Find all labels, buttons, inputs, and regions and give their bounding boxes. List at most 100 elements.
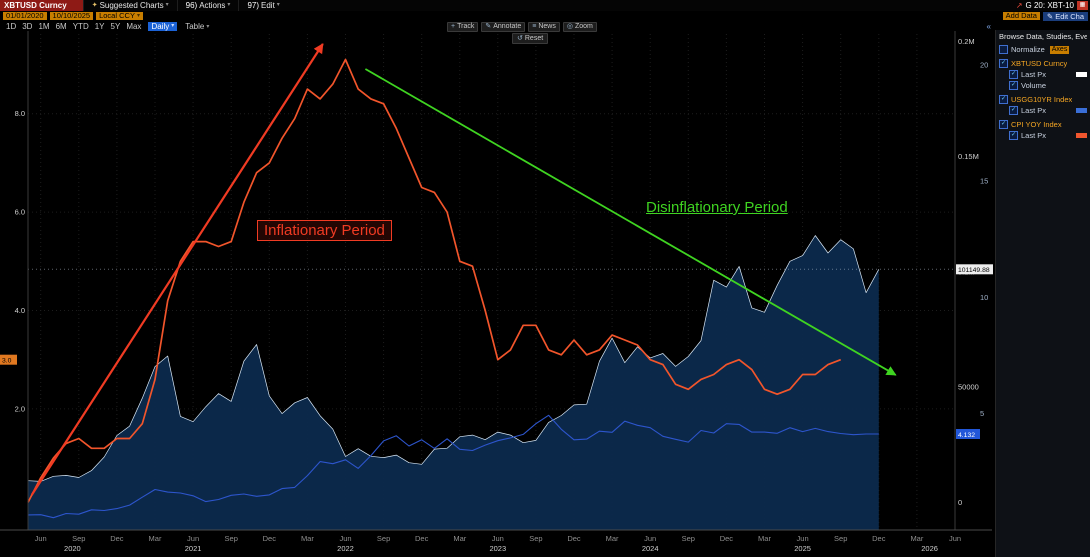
chevron-down-icon: ▾ [206,23,210,30]
normalize-checkbox[interactable] [999,45,1008,54]
x-axis-month-label: Jun [949,534,961,543]
cpi-axis-tick-label: 8.0 [15,109,25,118]
series-field-row: ✓ Volume [999,81,1087,90]
range-6m[interactable]: 6M [55,21,67,31]
x-axis-year-label: 2024 [642,544,659,553]
reset-button[interactable]: ↺ Reset [512,33,549,44]
color-swatch [1076,133,1087,138]
field-label: Volume [1021,81,1047,90]
x-axis-month-label: Jun [339,534,351,543]
news-button[interactable]: ≡ News [528,22,560,32]
cpi-line-series [27,58,842,503]
chevron-down-icon: ▾ [227,2,231,8]
series-checkbox[interactable]: ✓ [999,120,1008,129]
normalize-row: Normalize Axes [999,45,1087,54]
table-button-label: Table [185,21,205,31]
menu-suggested-charts[interactable]: ✦ Suggested Charts ▾ [82,0,177,11]
track-button-label: Track [457,23,475,30]
series-group: ✓ CPI YOY Index ✓ Last Px [999,120,1087,140]
annotate-button-label: Annotate [493,23,522,30]
x-axis-month-label: Jun [187,534,199,543]
x-axis-month-label: Sep [682,534,695,543]
news-icon: ≡ [532,23,537,30]
range-max[interactable]: Max [126,21,142,31]
field-label: Last Px [1021,106,1047,115]
track-icon: + [451,23,456,30]
range-1m[interactable]: 1M [38,21,50,31]
series-ticker-row: ✓ CPI YOY Index [999,120,1087,129]
chevron-down-icon: ▾ [165,2,169,8]
series-field-row: ✓ Last Px [999,131,1087,140]
period-select-label: Daily [151,21,170,31]
menu-label: Suggested Charts [99,1,164,10]
inflationary-period-label: Inflationary Period [257,220,392,241]
normalize-label: Normalize [1011,45,1045,54]
start-date-input[interactable]: 01/01/2020 [3,12,47,20]
x-axis-month-label: Mar [453,534,466,543]
export-icon[interactable]: ↗ [1015,1,1023,10]
yield-last-badge-text: 4.132 [958,432,975,439]
series-ticker-row: ✓ USGG10YR Index [999,95,1087,104]
x-axis-month-label: Sep [225,534,238,543]
menu-actions[interactable]: 96) Actions ▾ [176,0,239,11]
range-5y[interactable]: 5Y [110,21,121,31]
btc-axis-tick-label: 0.15M [958,152,979,161]
series-ticker: XBTUSD Curncy [1011,59,1068,68]
series-field-row: ✓ Last Px [999,70,1087,79]
field-checkbox[interactable]: ✓ [1009,81,1018,90]
x-axis-month-label: Jun [492,534,504,543]
field-label: Last Px [1021,70,1047,79]
range-3d[interactable]: 3D [22,21,33,31]
track-button[interactable]: + Track [447,22,479,32]
series-checkbox[interactable]: ✓ [999,59,1008,68]
top-right-controls: ↗ G 20: XBT-10 ▦ [1016,1,1090,10]
app-grid-icon[interactable]: ▦ [1077,1,1088,10]
x-axis-month-label: Dec [872,534,886,543]
zoom-button-label: Zoom [574,23,593,30]
menu-edit[interactable]: 97) Edit ▾ [238,0,287,11]
btc-line-series [27,235,880,482]
edit-chart-button[interactable]: ✎ Edit Cha [1042,11,1088,21]
series-ticker: USGG10YR Index [1011,95,1073,104]
period-select[interactable]: Daily ▾ [148,21,178,31]
x-axis-month-label: Jun [797,534,809,543]
security-tag[interactable]: XBTUSD Curncy [0,0,83,11]
pencil-icon: ✎ [1046,11,1054,21]
reset-icon: ↺ [517,35,523,42]
add-data-button[interactable]: Add Data [1002,12,1040,20]
x-axis-month-label: Dec [110,534,124,543]
range-ytd[interactable]: YTD [72,21,89,31]
chart-tools: + Track ✎ Annotate ≡ News ◎ Zoom [447,22,597,32]
x-axis-month-label: Sep [72,534,85,543]
menu-number: 96) [185,1,198,10]
range-1d[interactable]: 1D [6,21,17,31]
x-axis-year-label: 2021 [185,544,202,553]
chevron-down-icon: ▾ [136,13,140,19]
field-bar-right: Add Data ✎ Edit Cha [1002,11,1090,21]
yield-axis-tick-label: 10 [980,293,988,302]
range-1y[interactable]: 1Y [94,21,105,31]
zoom-button[interactable]: ◎ Zoom [562,22,597,32]
series-list: ✓ XBTUSD Curncy ✓ Last Px ✓ Volume ✓ USGG10YR I… [999,59,1087,140]
btc-axis-tick-label: 0 [958,498,962,507]
disinflationary-arrow [364,68,897,376]
currency-select[interactable]: Local CCY ▾ [96,12,143,20]
color-swatch [1076,72,1087,77]
field-checkbox[interactable]: ✓ [1009,106,1018,115]
x-axis-month-label: Jun [644,534,656,543]
end-date-input[interactable]: 10/10/2025 [49,12,94,20]
field-checkbox[interactable]: ✓ [1009,131,1018,140]
axes-button[interactable]: Axes [1049,45,1070,54]
field-checkbox[interactable]: ✓ [1009,70,1018,79]
collapse-panel-icon[interactable]: « [986,22,991,31]
x-axis-month-label: Mar [149,534,162,543]
annotate-button[interactable]: ✎ Annotate [481,22,526,32]
series-ticker-row: ✓ XBTUSD Curncy [999,59,1087,68]
yield-axis-tick-label: 5 [980,409,984,418]
table-button[interactable]: Table ▾ [181,22,213,31]
x-axis-year-label: 2020 [64,544,81,553]
series-checkbox[interactable]: ✓ [999,95,1008,104]
top-menu-bar: XBTUSD Curncy ✦ Suggested Charts ▾ 96) Actio… [0,0,1090,11]
range-bar: 1D 3D 1M 6M YTD 1Y 5Y Max Daily ▾ Table ▾ + Trac… [0,21,994,32]
